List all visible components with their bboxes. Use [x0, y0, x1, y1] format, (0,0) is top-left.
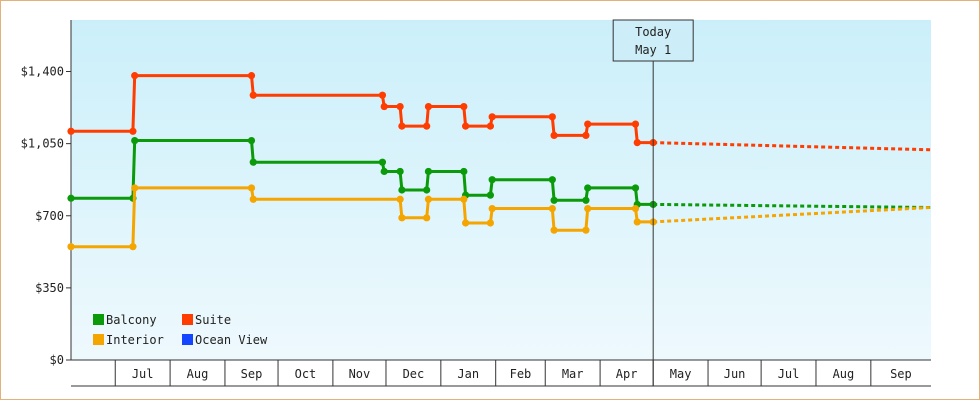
data-point: [488, 113, 496, 121]
x-month-label: Mar: [562, 367, 584, 381]
data-point: [584, 120, 592, 128]
y-tick-label: $1,400: [21, 65, 64, 79]
data-point: [488, 176, 496, 184]
legend-label-suite: Suite: [195, 313, 231, 327]
y-tick-label: $0: [50, 353, 64, 367]
data-point: [488, 204, 496, 213]
data-point: [550, 196, 558, 204]
data-point: [247, 136, 256, 145]
data-point: [424, 195, 433, 203]
data-point: [486, 219, 494, 227]
data-point: [633, 139, 641, 147]
today-label: Today: [635, 25, 671, 39]
forecast-line-balcony: [653, 202, 932, 209]
data-point: [486, 122, 494, 130]
data-point: [462, 122, 470, 130]
data-point: [249, 195, 257, 203]
x-month-label: Apr: [616, 367, 638, 381]
data-point: [398, 122, 406, 130]
legend-swatch-suite: [182, 314, 193, 325]
x-month-label: Sep: [241, 367, 263, 381]
data-point: [423, 122, 431, 130]
data-point: [398, 214, 406, 222]
data-point: [584, 204, 592, 213]
x-month-label: Aug: [187, 367, 209, 381]
today-box: [612, 19, 694, 62]
x-month-label: Dec: [403, 367, 425, 381]
y-tick-label: $1,050: [21, 137, 64, 151]
data-point: [424, 102, 433, 111]
x-month-label: Aug: [833, 367, 855, 381]
data-point: [131, 136, 139, 145]
data-point: [460, 195, 468, 203]
data-point: [249, 158, 257, 166]
data-point: [584, 184, 592, 192]
data-point: [582, 226, 590, 234]
data-point: [131, 72, 139, 80]
data-point: [67, 194, 75, 202]
x-month-label: Jun: [724, 367, 746, 381]
data-point: [131, 184, 139, 192]
legend-label-balcony: Balcony: [106, 313, 157, 327]
data-point: [582, 196, 590, 204]
forecast-line-interior: [653, 206, 932, 224]
data-point: [631, 184, 640, 192]
series-line-balcony: [71, 139, 654, 206]
data-point: [423, 214, 431, 222]
data-point: [548, 204, 556, 213]
legend-label-ocean-view: Ocean View: [195, 333, 268, 347]
data-point: [247, 184, 256, 192]
data-point: [460, 102, 468, 111]
data-point: [424, 167, 433, 176]
data-point: [378, 158, 387, 166]
legend-label-interior: Interior: [106, 333, 164, 347]
x-month-label: Jul: [778, 367, 800, 381]
plot-background: [71, 20, 931, 360]
data-point: [423, 186, 431, 194]
x-month-label: Sep: [890, 367, 912, 381]
data-point: [378, 91, 387, 99]
data-point: [129, 243, 137, 251]
data-point: [486, 191, 494, 199]
legend-swatch-ocean-view: [182, 334, 193, 345]
today-date: May 1: [635, 43, 671, 57]
series-line-suite: [71, 74, 654, 145]
data-point: [396, 102, 404, 111]
x-month-label: Feb: [510, 367, 532, 381]
data-point: [380, 102, 388, 111]
x-month-label: Jan: [457, 367, 479, 381]
data-point: [631, 204, 640, 213]
data-point: [582, 131, 590, 139]
data-point: [396, 195, 404, 203]
data-point: [460, 167, 468, 176]
data-point: [129, 127, 137, 135]
x-month-label: Oct: [295, 367, 317, 381]
data-point: [633, 218, 641, 226]
data-point: [380, 167, 388, 176]
data-point: [247, 72, 256, 80]
data-point: [67, 243, 75, 251]
x-month-label: Nov: [349, 367, 371, 381]
data-point: [462, 219, 470, 227]
forecast-line-suite: [653, 141, 932, 152]
data-point: [398, 186, 406, 194]
data-point: [249, 91, 257, 99]
x-month-label: Jul: [132, 367, 154, 381]
legend-swatch-balcony: [93, 314, 104, 325]
y-tick-label: $700: [35, 209, 64, 223]
data-point: [631, 120, 640, 128]
data-point: [396, 167, 404, 176]
data-point: [550, 131, 558, 139]
data-point: [550, 226, 558, 234]
legend-swatch-interior: [93, 334, 104, 345]
data-point: [548, 113, 556, 121]
x-month-label: May: [670, 367, 692, 381]
y-tick-label: $350: [35, 281, 64, 295]
data-point: [548, 176, 556, 184]
data-point: [67, 127, 75, 135]
